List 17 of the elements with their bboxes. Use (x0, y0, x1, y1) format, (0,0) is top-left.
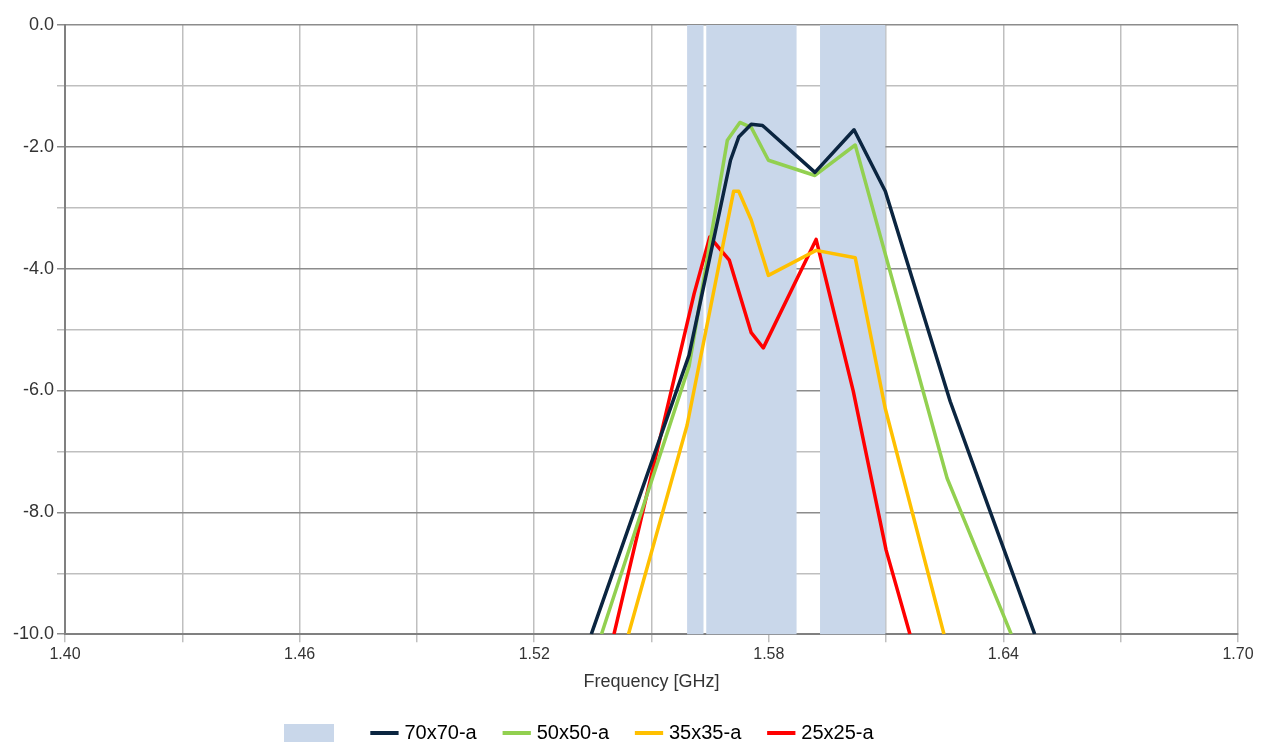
x-tick-label: 1.70 (1222, 645, 1254, 663)
y-tick-label: 0.0 (29, 13, 55, 34)
x-tick-label: 1.58 (753, 645, 785, 663)
x-axis-title: Frequency [GHz] (583, 671, 720, 692)
y-tick-label: -6.0 (23, 379, 55, 400)
legend-label: 50x50-a (536, 720, 610, 743)
y-tick-label: -2.0 (23, 135, 55, 156)
legend-label: 70x70-a (404, 720, 478, 743)
x-tick-label: 1.46 (284, 645, 316, 663)
legend-label: 25x25-a (801, 720, 875, 743)
y-tick-label: -4.0 (23, 257, 55, 278)
y-tick-label: -10.0 (13, 623, 55, 644)
legend-label: 35x35-a (669, 720, 743, 743)
x-tick-label: 1.64 (987, 645, 1020, 663)
y-tick-label: -8.0 (23, 501, 55, 522)
x-tick-label: 1.40 (49, 645, 81, 663)
x-tick-label: 1.52 (518, 645, 550, 663)
